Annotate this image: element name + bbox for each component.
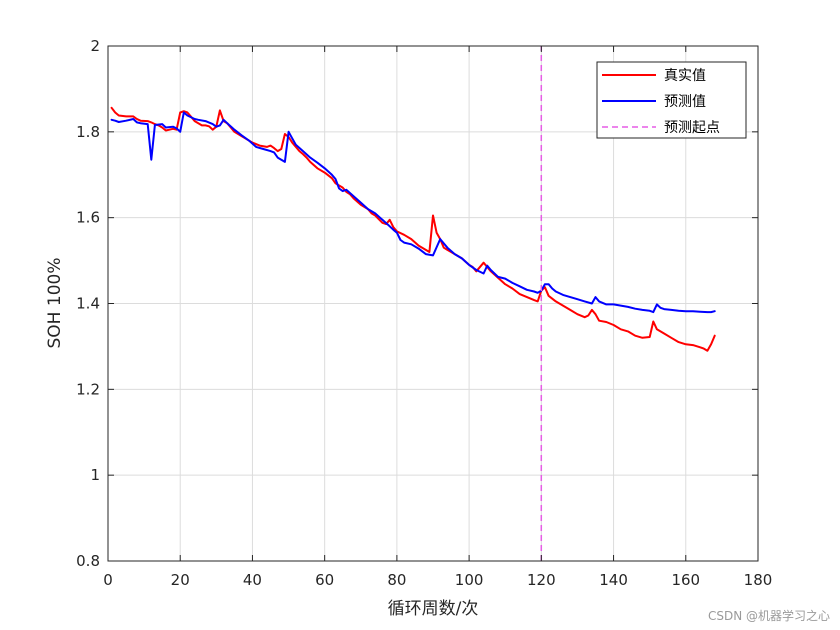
axis-ticks: 0 20 40 60 80 100 120 140 160 180 0.8 1 1.2 1.4 1.6 1.8… (76, 37, 772, 589)
y-tick-label: 1.8 (76, 123, 100, 141)
y-tick-label: 1 (90, 466, 100, 484)
y-tick-label: 0.8 (76, 552, 100, 570)
y-tick-label: 1.4 (76, 295, 100, 313)
legend-label-2: 预测值 (664, 94, 706, 110)
x-tick-label: 140 (599, 571, 628, 589)
x-tick-label: 120 (527, 571, 556, 589)
x-tick-label: 20 (171, 571, 190, 589)
x-tick-label: 80 (387, 571, 406, 589)
x-tick-label: 0 (103, 571, 113, 589)
x-tick-label: 40 (243, 571, 262, 589)
series-line-2 (110, 111, 716, 314)
x-tick-label: 160 (671, 571, 700, 589)
x-tick-label: 100 (455, 571, 484, 589)
legend-label-3: 预测起点 (664, 120, 720, 136)
series-layer (110, 46, 716, 561)
y-tick-label: 2 (90, 37, 100, 55)
y-tick-label: 1.6 (76, 209, 100, 227)
x-tick-label: 60 (315, 571, 334, 589)
x-axis-label: 循环周数/次 (388, 599, 479, 619)
legend-label-1: 真实值 (664, 68, 706, 84)
watermark-text: CSDN @机器学习之心 (707, 609, 830, 623)
x-tick-label: 180 (744, 571, 773, 589)
y-axis-label: SOH 100% (45, 258, 65, 349)
series-line-1 (110, 106, 716, 352)
y-tick-label: 1.2 (76, 380, 100, 398)
